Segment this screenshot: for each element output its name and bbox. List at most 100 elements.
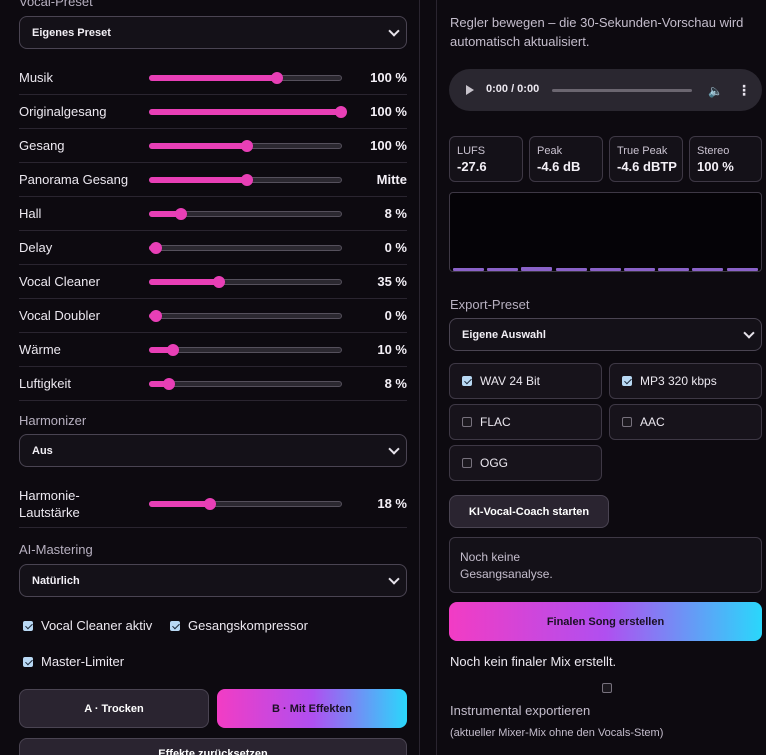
vocal-coach-button[interactable]: KI-Vocal-Coach starten [449, 495, 609, 528]
preview-hint: Regler bewegen – die 30-Sekunden-Vorscha… [450, 15, 744, 49]
harmonizer-select[interactable]: Aus [19, 434, 407, 467]
slider-row-musik: Musik 100 % [19, 61, 407, 95]
slider-fill-waerme [149, 347, 173, 353]
meter-stereo: Stereo 100 % [689, 136, 762, 182]
meter-value-lufs: -27.6 [457, 159, 487, 174]
mastering-label: AI-Mastering [19, 542, 93, 557]
audio-progress[interactable] [552, 89, 692, 92]
slider-value-gesang: 100 % [370, 138, 407, 153]
slider-waerme[interactable] [149, 344, 342, 356]
harmonie-slider-fill [149, 501, 210, 507]
format-ogg[interactable]: OGG [449, 445, 602, 481]
final-status: Noch kein finaler Mix erstellt. [450, 654, 617, 669]
spectrum-bar [658, 268, 690, 271]
slider-row-delay: Delay 0 % [19, 231, 407, 265]
final-song-button[interactable]: Finalen Song erstellen [449, 602, 762, 641]
format-mp3[interactable]: MP3 320 kbps [609, 363, 762, 399]
slider-thumb-luftigkeit[interactable] [163, 378, 175, 390]
slider-thumb-panorama-gesang[interactable] [241, 174, 253, 186]
slider-thumb-hall[interactable] [175, 208, 187, 220]
format-checkbox-flac[interactable] [462, 417, 472, 427]
spectrum-bar [692, 268, 724, 271]
slider-label-waerme: Wärme [19, 342, 61, 357]
harmonie-label: Harmonie-Lautstärke [19, 488, 80, 520]
format-checkbox-ogg[interactable] [462, 458, 472, 468]
slider-fill-originalgesang [149, 109, 341, 115]
spectrum-bar [521, 267, 553, 271]
slider-fill-hall [149, 211, 181, 217]
slider-thumb-vocal-cleaner[interactable] [213, 276, 225, 288]
slider-value-originalgesang: 100 % [370, 104, 407, 119]
slider-value-waerme: 10 % [377, 342, 407, 357]
meter-lufs: LUFS -27.6 [449, 136, 523, 182]
slider-row-gesang: Gesang 100 % [19, 129, 407, 163]
vocal-cleaner-checkbox[interactable] [23, 620, 33, 631]
spectrum-bar [624, 268, 655, 271]
slider-row-panorama-gesang: Panorama Gesang Mitte [19, 163, 407, 197]
slider-gesang[interactable] [149, 140, 342, 152]
format-wav[interactable]: WAV 24 Bit [449, 363, 602, 399]
vocal-preset-select[interactable]: Eigenes Preset [19, 16, 407, 49]
slider-value-panorama-gesang: Mitte [376, 172, 407, 187]
kompressor-toggle[interactable]: Gesangskompressor [170, 618, 308, 633]
slider-luftigkeit[interactable] [149, 378, 342, 390]
slider-row-vocal-cleaner: Vocal Cleaner 35 % [19, 265, 407, 299]
slider-musik[interactable] [149, 72, 342, 84]
play-icon[interactable] [466, 85, 474, 95]
slider-thumb-vocal-doubler[interactable] [150, 310, 162, 322]
slider-delay[interactable] [149, 242, 342, 254]
instrumental-note: (aktueller Mixer-Mix ohne den Vocals-Ste… [450, 727, 664, 739]
spectrum-bar [726, 268, 758, 271]
format-flac[interactable]: FLAC [449, 404, 602, 440]
slider-panorama-gesang[interactable] [149, 174, 342, 186]
instrumental-checkbox[interactable] [602, 683, 612, 693]
slider-hall[interactable] [149, 208, 342, 220]
vocal-cleaner-toggle-label: Vocal Cleaner aktiv [41, 618, 153, 633]
export-preset-select[interactable]: Eigene Auswahl [449, 318, 762, 351]
limiter-checkbox[interactable] [23, 656, 33, 667]
slider-label-musik: Musik [19, 70, 53, 85]
harmonie-slider[interactable] [149, 498, 342, 510]
slider-originalgesang[interactable] [149, 106, 347, 118]
harmonie-slider-thumb[interactable] [204, 498, 216, 510]
format-checkbox-wav[interactable] [462, 376, 472, 386]
harmonie-value: 18 % [377, 496, 407, 511]
slider-value-delay: 0 % [384, 240, 407, 255]
format-checkbox-aac[interactable] [622, 417, 632, 427]
mastering-select[interactable]: Natürlich [19, 564, 407, 597]
coach-output: Noch keine Gesangsanalyse. [449, 537, 762, 593]
coach-text: Noch keine Gesangsanalyse. [460, 550, 553, 581]
reset-effects-button[interactable]: Effekte zurücksetzen [19, 738, 407, 755]
slider-vocal-cleaner[interactable] [149, 276, 342, 288]
format-aac[interactable]: AAC [609, 404, 762, 440]
slider-label-gesang: Gesang [19, 138, 65, 153]
slider-fill-luftigkeit [149, 381, 169, 387]
slider-thumb-waerme[interactable] [167, 344, 179, 356]
slider-value-hall: 8 % [384, 206, 407, 221]
vocal-cleaner-toggle[interactable]: Vocal Cleaner aktiv [23, 618, 152, 633]
meter-title-true-peak: True Peak [617, 145, 668, 157]
meter-title-peak: Peak [537, 145, 563, 157]
slider-label-hall: Hall [19, 206, 42, 221]
more-options-icon[interactable]: ⋮ [737, 82, 751, 98]
ab-wet-button[interactable]: B · Mit Effekten [217, 689, 407, 728]
ab-dry-button[interactable]: A · Trocken [19, 689, 209, 728]
format-checkbox-mp3[interactable] [622, 376, 632, 386]
spectrum-bar [589, 268, 621, 271]
slider-vocal-doubler[interactable] [149, 310, 342, 322]
slider-thumb-delay[interactable] [150, 242, 162, 254]
slider-label-vocal-doubler: Vocal Doubler [19, 308, 100, 323]
slider-fill-vocal-cleaner [149, 279, 219, 285]
slider-thumb-gesang[interactable] [241, 140, 253, 152]
slider-label-vocal-cleaner: Vocal Cleaner [19, 274, 100, 289]
kompressor-toggle-label: Gesangskompressor [188, 618, 308, 633]
slider-thumb-musik[interactable] [271, 72, 283, 84]
kompressor-checkbox[interactable] [170, 620, 180, 631]
slider-label-originalgesang: Originalgesang [19, 104, 107, 119]
meter-value-stereo: 100 % [697, 159, 734, 174]
slider-value-luftigkeit: 8 % [384, 376, 407, 391]
slider-thumb-originalgesang[interactable] [335, 106, 347, 118]
limiter-toggle[interactable]: Master-Limiter [23, 654, 124, 669]
meter-true-peak: True Peak -4.6 dBTP [609, 136, 683, 182]
volume-icon[interactable]: 🔈 [708, 84, 723, 98]
